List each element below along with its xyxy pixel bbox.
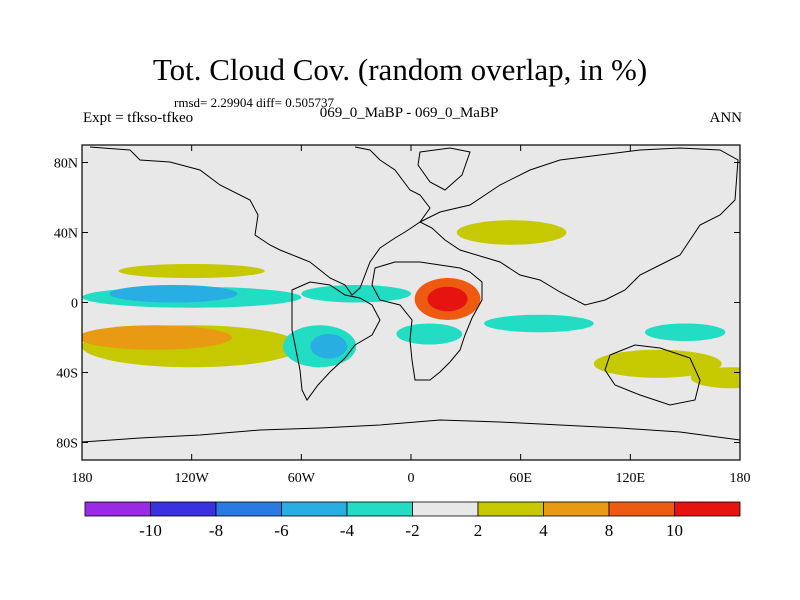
coastline-australia (604, 344, 701, 406)
coastline-north-america (89, 146, 431, 296)
colorbar-label: -6 (274, 521, 288, 540)
anomaly-australia-yellow (593, 349, 722, 378)
anomaly-atlantic-cyan (396, 323, 463, 345)
colorbar-label: -10 (139, 521, 162, 540)
anomaly-west-pacific-cyan (644, 323, 726, 341)
colorbar-box (281, 501, 348, 517)
x-tick-label: 120E (616, 471, 646, 486)
anomaly-africa-red-core (427, 286, 468, 312)
colorbar-label: 8 (605, 521, 614, 540)
y-tick-label: 40S (56, 367, 78, 382)
anomaly-south-pacific-orange (82, 325, 232, 350)
colorbar-box (543, 501, 610, 517)
x-tick-label: 60E (509, 471, 532, 486)
stats-text: rmsd= 2.29904 diff= 0.505737 (174, 95, 334, 110)
colorbar-label: -4 (340, 521, 355, 540)
x-tick-label: 120W (175, 471, 210, 486)
y-tick-label: 40N (54, 227, 78, 242)
y-tick-label: 0 (71, 297, 78, 312)
coastline-africa (371, 261, 483, 381)
anomaly-itcz-blue (109, 285, 238, 303)
colorbar-box (215, 501, 282, 517)
colorbar-box (412, 501, 479, 517)
anomaly-atlantic-itcz-cyan (301, 285, 411, 303)
anomaly-asia-yellow (456, 220, 567, 245)
experiment-label: Expt = tfkso-tfkeo (83, 110, 194, 126)
colorbar-label: 10 (666, 521, 683, 540)
anomaly-north-pacific-yellow (118, 264, 265, 278)
y-tick-label: 80S (56, 437, 78, 452)
coastline-antarctica (82, 419, 740, 443)
colorbar-box (346, 501, 413, 517)
chart-title: Tot. Cloud Cov. (random overlap, in %) (152, 52, 648, 87)
anomaly-tasman-yellow (690, 367, 740, 389)
y-tick-label: 80N (54, 157, 78, 172)
anomaly-indian-ocean-cyan (484, 314, 594, 333)
colorbar-box (84, 501, 151, 517)
anomaly-brazil-blue (310, 334, 348, 359)
x-tick-label: 0 (408, 471, 415, 486)
colorbar-label: 4 (539, 521, 548, 540)
colorbar-box (608, 501, 675, 517)
colorbar-box (150, 501, 217, 517)
x-tick-label: 180 (72, 471, 93, 486)
x-tick-label: 180 (730, 471, 751, 486)
case-label: 069_0_MaBP - 069_0_MaBP (319, 105, 499, 121)
colorbar-box (477, 501, 544, 517)
colorbar-label: 2 (474, 521, 483, 540)
colorbar-box (674, 501, 741, 517)
coastline-eurasia (418, 147, 739, 306)
coastline-south-america (291, 281, 381, 401)
x-tick-label: 60W (288, 471, 316, 486)
colorbar-label: -2 (405, 521, 419, 540)
coastline-greenland (417, 147, 471, 191)
season-label: ANN (709, 110, 743, 126)
colorbar-label: -8 (209, 521, 223, 540)
